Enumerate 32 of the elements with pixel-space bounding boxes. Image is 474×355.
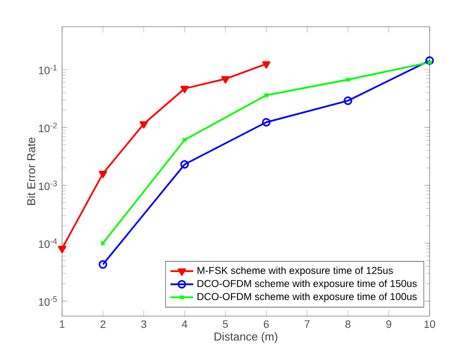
x-tick-label: 5: [222, 320, 228, 328]
point: [180, 86, 189, 94]
x-tick-label: 6: [264, 320, 269, 328]
x-tick-label: 10: [424, 320, 436, 328]
x-tick-label: 2: [100, 320, 106, 328]
point: [264, 92, 269, 98]
point: [180, 160, 189, 169]
legend-label: DCO-OFDM scheme with exposure time of 150us: [198, 280, 417, 289]
legend-label: DCO-OFDM scheme with exposure time of 100us: [198, 292, 417, 302]
point: [262, 61, 270, 68]
y-tick-label: 10$^{-4}$: [38, 238, 57, 248]
point: [140, 121, 148, 128]
point: [262, 118, 271, 126]
x-axis-title: Distance (m): [214, 332, 278, 343]
point: [221, 76, 230, 84]
x-tick-label: 8: [345, 320, 350, 328]
y-tick-label: 10$^{-1}$: [38, 64, 57, 74]
point: [98, 170, 108, 178]
x-tick-label: 3: [141, 320, 146, 328]
x-tick-label: 9: [386, 320, 392, 328]
point: [58, 246, 66, 254]
y-tick-label: 10$^{-3}$: [38, 180, 57, 190]
point: [344, 96, 352, 105]
point: [182, 137, 188, 142]
y-tick-label: 10$^{-5}$: [38, 296, 57, 306]
y-tick-label: 10$^{-2}$: [38, 122, 57, 132]
x-tick-label: 7: [304, 320, 310, 328]
x-tick-label: 1: [60, 320, 65, 328]
x-tick-label: 4: [182, 320, 188, 328]
legend-label: M-FSK scheme with exposure time of 125us: [198, 266, 393, 276]
y-axis-title: Bit Error Rate: [26, 137, 36, 205]
point: [345, 76, 351, 82]
